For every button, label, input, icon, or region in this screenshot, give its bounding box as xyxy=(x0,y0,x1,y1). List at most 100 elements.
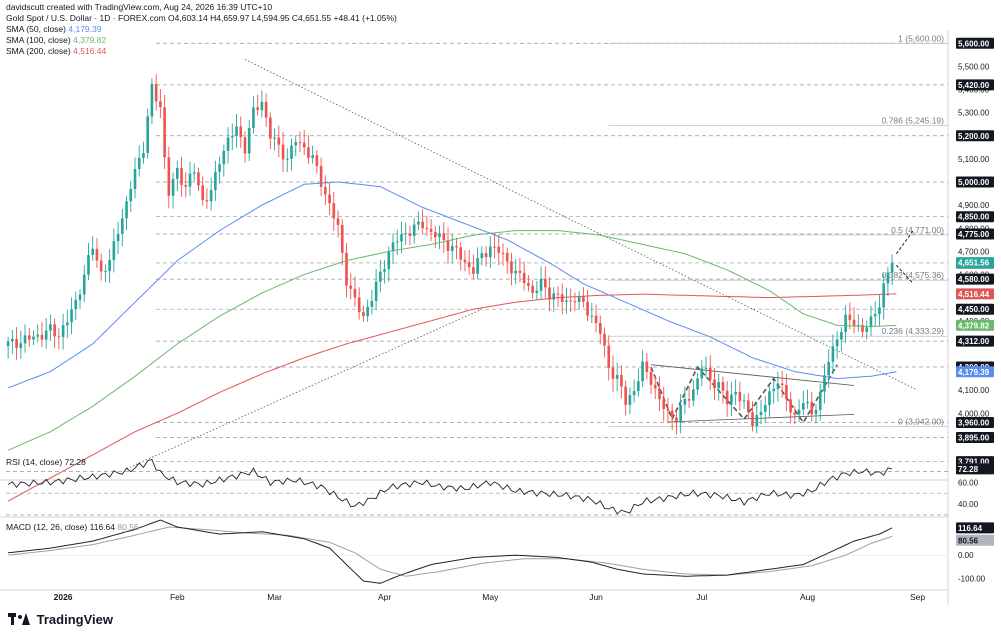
candle-body xyxy=(615,374,619,379)
candle-body xyxy=(429,228,433,232)
candle-body xyxy=(311,155,314,159)
value-badge: 4,651.56 xyxy=(958,259,990,268)
candle-body xyxy=(797,409,801,415)
candle-body xyxy=(353,288,357,298)
candle-body xyxy=(586,301,589,316)
candle-body xyxy=(226,137,230,151)
rsi-line xyxy=(7,458,893,515)
candle-body xyxy=(180,167,183,185)
candle-body xyxy=(23,335,27,344)
candle-body xyxy=(230,136,234,138)
candle-body xyxy=(332,203,336,219)
candle-body xyxy=(543,278,547,288)
sma200-legend[interactable]: SMA (200, close) 4,516.44 xyxy=(6,46,106,56)
candle-body xyxy=(349,285,353,289)
rsi-title: RSI (14, close) xyxy=(6,457,63,467)
macd-line xyxy=(8,519,893,584)
candle-body xyxy=(192,172,196,174)
candle-body xyxy=(886,272,890,284)
candle-body xyxy=(522,272,526,283)
level-badge-bg xyxy=(956,79,994,91)
candle-body xyxy=(298,142,302,144)
rsi-tick-label: 60.00 xyxy=(958,478,979,487)
candle-body xyxy=(687,399,691,401)
candle-body xyxy=(82,274,86,295)
price-axis[interactable]: 5,500.005,400.005,300.005,100.005,000.00… xyxy=(956,37,994,584)
fib-level-label: 0.5 (4,771.00) xyxy=(891,225,944,235)
candle-body xyxy=(476,258,479,274)
value-badge-bg xyxy=(956,319,994,331)
time-axis-label: 2026 xyxy=(54,592,73,602)
candle-body xyxy=(641,361,644,382)
level-badge: 4,312.00 xyxy=(958,337,990,346)
value-badge: 4,379.82 xyxy=(958,321,990,330)
candle-body xyxy=(818,391,822,410)
candle-body xyxy=(890,262,894,273)
level-lines: 1 (5,600.00) 0.786 (5,245.19) 0.5 (4,771.0… xyxy=(156,33,948,462)
sma200-line xyxy=(7,293,897,502)
candle-body xyxy=(438,233,441,238)
candle-body xyxy=(865,327,869,332)
macd-legend[interactable]: MACD (12, 26, close) 116.64 80.56 xyxy=(6,522,139,532)
candle-body xyxy=(294,142,298,146)
sma100-legend[interactable]: SMA (100, close) 4,379.82 xyxy=(6,35,106,45)
macd-value: 116.64 xyxy=(89,522,115,532)
value-badge-bg xyxy=(956,257,994,269)
candle-body xyxy=(472,267,475,274)
candle-body xyxy=(679,404,682,423)
candle-body xyxy=(66,322,69,326)
value-badge-bg xyxy=(956,366,994,378)
candle-body xyxy=(645,361,649,372)
candle-body xyxy=(146,116,150,153)
candle-body xyxy=(607,345,611,368)
time-axis-label: May xyxy=(482,592,499,602)
candle-body xyxy=(560,294,564,302)
candle-body xyxy=(552,293,556,300)
level-badge: 3,960.00 xyxy=(958,419,990,428)
candle-body xyxy=(603,333,606,346)
candle-body xyxy=(869,316,873,328)
macd-signal-value: 80.56 xyxy=(117,522,139,532)
fib-level-label: 0 (3,942.00) xyxy=(898,417,944,427)
candle-body xyxy=(844,314,847,333)
candle-body xyxy=(459,247,463,260)
candle-body xyxy=(730,394,733,405)
candle-body xyxy=(387,251,391,270)
candle-body xyxy=(780,383,784,386)
tradingview-logo[interactable]: TradingView xyxy=(8,612,113,627)
time-axis-label: Jun xyxy=(589,592,603,602)
candle-body xyxy=(290,145,293,159)
candle-body xyxy=(450,246,454,252)
candle-body xyxy=(374,281,378,301)
candle-body xyxy=(434,231,437,238)
candle-body xyxy=(768,391,771,406)
candle-body xyxy=(759,411,763,416)
sma100-line xyxy=(7,230,897,451)
sma50-legend[interactable]: SMA (50, close) 4,179.39 xyxy=(6,24,101,34)
level-badge-bg xyxy=(956,303,994,315)
candle-body xyxy=(704,367,708,369)
candle-body xyxy=(281,144,285,160)
candle-body xyxy=(569,300,572,302)
candle-body xyxy=(793,412,797,415)
candle-body xyxy=(831,346,835,362)
candle-body xyxy=(742,400,746,402)
candle-body xyxy=(324,186,327,195)
tradingview-logo-icon xyxy=(8,613,30,625)
level-badge: 4,775.00 xyxy=(958,230,990,239)
candle-body xyxy=(222,150,226,165)
candle-body xyxy=(827,361,830,376)
symbol-name[interactable]: Gold Spot / U.S. Dollar · 1D · FOREX.com xyxy=(6,13,166,23)
candle-body xyxy=(91,248,95,256)
candle-body xyxy=(751,412,754,426)
candle-body xyxy=(277,137,281,145)
candle-body xyxy=(425,228,429,230)
double-bottom-path xyxy=(650,364,838,425)
rsi-legend[interactable]: RSI (14, close) 72.28 xyxy=(6,457,86,467)
price-tick-label: 4,700.00 xyxy=(958,247,990,256)
candle-body xyxy=(467,262,471,268)
time-axis[interactable]: 2026 Feb Mar Apr May Jun Jul Aug Sep xyxy=(54,592,926,602)
level-badge-bg xyxy=(956,432,994,444)
candlestick-series xyxy=(6,74,894,435)
